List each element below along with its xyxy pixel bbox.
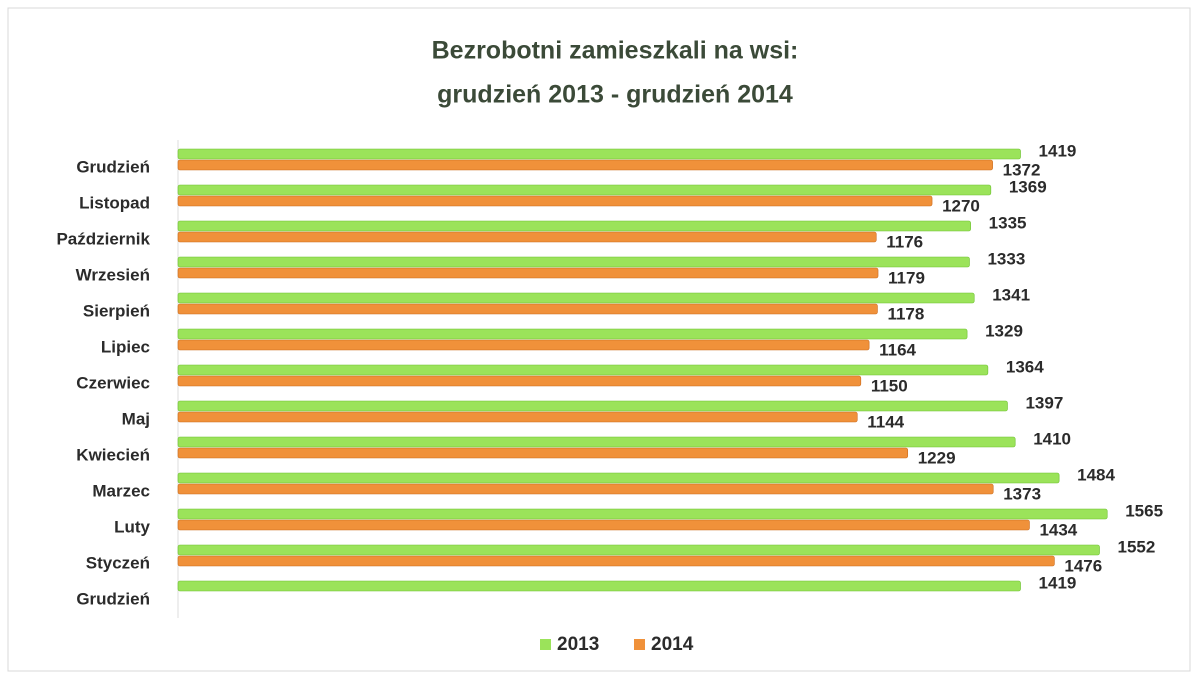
y-tick-label: Styczeń xyxy=(86,553,150,572)
y-tick-label: Maj xyxy=(122,409,150,428)
y-tick-label: Luty xyxy=(114,517,150,536)
data-label: 1419 xyxy=(1039,141,1077,160)
legend-swatch xyxy=(540,639,551,650)
bar xyxy=(177,508,1108,520)
bar xyxy=(177,364,989,376)
bar xyxy=(177,184,992,196)
y-tick-label: Październik xyxy=(56,229,150,248)
y-tick-label: Grudzień xyxy=(76,157,150,176)
y-tick-label: Lipiec xyxy=(101,337,150,356)
y-tick-label: Listopad xyxy=(79,193,150,212)
chart-title: grudzień 2013 - grudzień 2014 xyxy=(437,81,793,109)
data-label: 1369 xyxy=(1009,177,1047,196)
legend-swatch xyxy=(634,639,645,650)
data-label: 1552 xyxy=(1118,537,1156,556)
data-label: 1335 xyxy=(989,213,1027,232)
bar xyxy=(177,436,1016,448)
bar xyxy=(177,159,993,171)
bar xyxy=(177,519,1030,531)
frame xyxy=(7,7,1191,672)
data-label: 1364 xyxy=(1006,357,1044,376)
data-label: 1476 xyxy=(1064,556,1102,575)
data-label: 1144 xyxy=(867,412,904,431)
bar xyxy=(177,267,879,279)
legend-label: 2014 xyxy=(651,634,694,655)
y-tick-label: Marzec xyxy=(92,481,150,500)
data-label: 1178 xyxy=(887,304,924,323)
bar xyxy=(177,400,1008,412)
data-label: 1484 xyxy=(1077,465,1115,484)
bar xyxy=(177,339,870,351)
data-label: 1419 xyxy=(1039,573,1077,592)
data-label: 1150 xyxy=(871,376,908,395)
data-label: 1372 xyxy=(1003,160,1041,179)
bar xyxy=(177,411,858,423)
bar xyxy=(177,555,1055,567)
data-label: 1410 xyxy=(1033,429,1071,448)
y-tick-label: Sierpień xyxy=(83,301,150,320)
bar xyxy=(177,483,994,495)
bar xyxy=(177,544,1100,556)
bar xyxy=(177,231,877,243)
bar xyxy=(177,580,1021,592)
bar xyxy=(177,472,1060,484)
data-label: 1397 xyxy=(1025,393,1063,412)
y-tick-label: Czerwiec xyxy=(76,373,150,392)
data-label: 1565 xyxy=(1125,501,1163,520)
data-label: 1434 xyxy=(1039,520,1077,539)
y-tick-label: Wrzesień xyxy=(76,265,150,284)
bar xyxy=(177,292,975,304)
bar xyxy=(177,256,970,268)
y-tick-label: Grudzień xyxy=(76,589,150,608)
legend-label: 2013 xyxy=(557,634,599,655)
data-label: 1270 xyxy=(942,196,980,215)
bar xyxy=(177,328,968,340)
data-label: 1229 xyxy=(918,448,956,467)
y-tick-label: Kwiecień xyxy=(76,445,150,464)
data-label: 1329 xyxy=(985,321,1023,340)
bar xyxy=(177,148,1021,160)
bar xyxy=(177,447,909,459)
bar xyxy=(177,375,862,387)
data-label: 1341 xyxy=(992,285,1030,304)
chart-title: Bezrobotni zamieszkali na wsi: xyxy=(432,37,799,65)
data-label: 1373 xyxy=(1003,484,1041,503)
bar xyxy=(177,303,878,315)
data-label: 1164 xyxy=(879,340,916,359)
data-label: 1333 xyxy=(987,249,1025,268)
data-label: 1179 xyxy=(888,268,925,287)
bar xyxy=(177,195,933,207)
data-label: 1176 xyxy=(886,232,923,251)
bar xyxy=(177,220,971,232)
